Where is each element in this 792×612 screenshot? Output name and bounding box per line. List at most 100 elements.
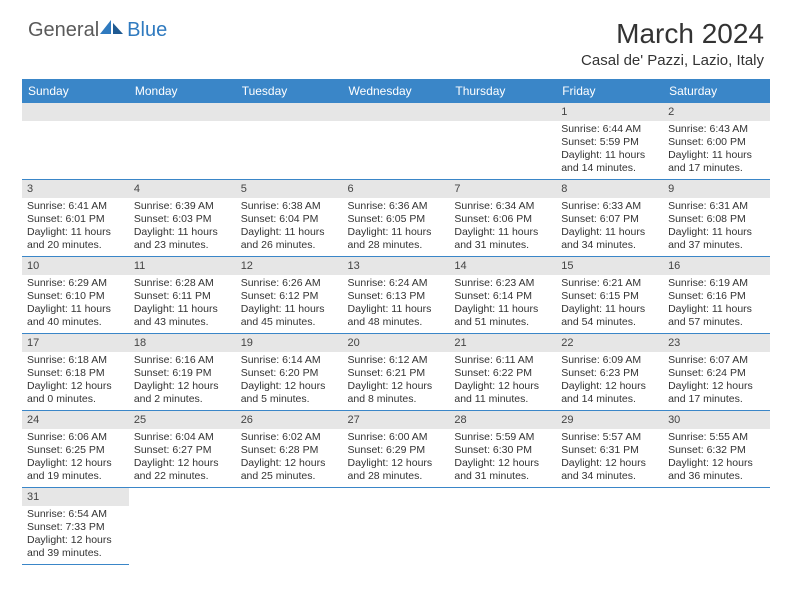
day-details: Sunrise: 6:33 AMSunset: 6:07 PMDaylight:… (556, 198, 663, 256)
empty-day-number (22, 103, 129, 121)
day-details: Sunrise: 6:04 AMSunset: 6:27 PMDaylight:… (129, 429, 236, 487)
day-details: Sunrise: 6:06 AMSunset: 6:25 PMDaylight:… (22, 429, 129, 487)
calendar-empty-cell (449, 103, 556, 180)
day-details: Sunrise: 5:59 AMSunset: 6:30 PMDaylight:… (449, 429, 556, 487)
sunrise-line: Sunrise: 6:36 AM (348, 200, 445, 213)
day-header: Friday (556, 79, 663, 103)
calendar-body: 1Sunrise: 6:44 AMSunset: 5:59 PMDaylight… (22, 103, 770, 565)
day-number: 29 (556, 411, 663, 429)
calendar-day-cell: 17Sunrise: 6:18 AMSunset: 6:18 PMDayligh… (22, 334, 129, 411)
sunset-line: Sunset: 6:22 PM (454, 367, 551, 380)
calendar-empty-cell (129, 488, 236, 565)
day-details: Sunrise: 6:44 AMSunset: 5:59 PMDaylight:… (556, 121, 663, 179)
calendar-day-cell: 28Sunrise: 5:59 AMSunset: 6:30 PMDayligh… (449, 411, 556, 488)
day-details: Sunrise: 6:29 AMSunset: 6:10 PMDaylight:… (22, 275, 129, 333)
daylight-line: Daylight: 11 hours and 40 minutes. (27, 303, 124, 329)
calendar-day-cell: 14Sunrise: 6:23 AMSunset: 6:14 PMDayligh… (449, 257, 556, 334)
day-number: 7 (449, 180, 556, 198)
calendar-day-cell: 16Sunrise: 6:19 AMSunset: 6:16 PMDayligh… (663, 257, 770, 334)
sunset-line: Sunset: 6:19 PM (134, 367, 231, 380)
calendar-day-cell: 26Sunrise: 6:02 AMSunset: 6:28 PMDayligh… (236, 411, 343, 488)
sunrise-line: Sunrise: 6:16 AM (134, 354, 231, 367)
sunrise-line: Sunrise: 6:54 AM (27, 508, 124, 521)
daylight-line: Daylight: 12 hours and 17 minutes. (668, 380, 765, 406)
daylight-line: Daylight: 12 hours and 22 minutes. (134, 457, 231, 483)
sunrise-line: Sunrise: 6:07 AM (668, 354, 765, 367)
sunrise-line: Sunrise: 6:26 AM (241, 277, 338, 290)
day-number: 31 (22, 488, 129, 506)
daylight-line: Daylight: 12 hours and 8 minutes. (348, 380, 445, 406)
daylight-line: Daylight: 11 hours and 31 minutes. (454, 226, 551, 252)
day-number: 15 (556, 257, 663, 275)
calendar-empty-cell (129, 103, 236, 180)
day-number: 1 (556, 103, 663, 121)
sunset-line: Sunset: 6:00 PM (668, 136, 765, 149)
daylight-line: Daylight: 11 hours and 51 minutes. (454, 303, 551, 329)
daylight-line: Daylight: 12 hours and 39 minutes. (27, 534, 124, 560)
calendar-day-cell: 7Sunrise: 6:34 AMSunset: 6:06 PMDaylight… (449, 180, 556, 257)
sunrise-line: Sunrise: 5:55 AM (668, 431, 765, 444)
calendar-day-cell: 29Sunrise: 5:57 AMSunset: 6:31 PMDayligh… (556, 411, 663, 488)
calendar-week-row: 3Sunrise: 6:41 AMSunset: 6:01 PMDaylight… (22, 180, 770, 257)
daylight-line: Daylight: 12 hours and 2 minutes. (134, 380, 231, 406)
calendar-empty-cell (343, 488, 450, 565)
daylight-line: Daylight: 11 hours and 28 minutes. (348, 226, 445, 252)
sunrise-line: Sunrise: 6:04 AM (134, 431, 231, 444)
day-number: 17 (22, 334, 129, 352)
calendar-empty-cell (663, 488, 770, 565)
calendar-day-cell: 24Sunrise: 6:06 AMSunset: 6:25 PMDayligh… (22, 411, 129, 488)
day-header: Wednesday (343, 79, 450, 103)
sunrise-line: Sunrise: 6:28 AM (134, 277, 231, 290)
sunrise-line: Sunrise: 6:11 AM (454, 354, 551, 367)
calendar-day-cell: 30Sunrise: 5:55 AMSunset: 6:32 PMDayligh… (663, 411, 770, 488)
daylight-line: Daylight: 11 hours and 57 minutes. (668, 303, 765, 329)
empty-day-number (449, 103, 556, 121)
sunset-line: Sunset: 6:12 PM (241, 290, 338, 303)
day-details: Sunrise: 6:16 AMSunset: 6:19 PMDaylight:… (129, 352, 236, 410)
sunset-line: Sunset: 6:23 PM (561, 367, 658, 380)
day-number: 14 (449, 257, 556, 275)
sunset-line: Sunset: 6:06 PM (454, 213, 551, 226)
calendar-week-row: 10Sunrise: 6:29 AMSunset: 6:10 PMDayligh… (22, 257, 770, 334)
sunrise-line: Sunrise: 6:14 AM (241, 354, 338, 367)
sunset-line: Sunset: 6:08 PM (668, 213, 765, 226)
calendar-day-cell: 25Sunrise: 6:04 AMSunset: 6:27 PMDayligh… (129, 411, 236, 488)
day-number: 6 (343, 180, 450, 198)
calendar-day-cell: 10Sunrise: 6:29 AMSunset: 6:10 PMDayligh… (22, 257, 129, 334)
sunset-line: Sunset: 6:13 PM (348, 290, 445, 303)
day-number: 2 (663, 103, 770, 121)
calendar-week-row: 31 Sunrise: 6:54 AMSunset: 7:33 PMDayligh… (22, 488, 770, 565)
day-number: 12 (236, 257, 343, 275)
calendar-week-row: 24Sunrise: 6:06 AMSunset: 6:25 PMDayligh… (22, 411, 770, 488)
day-number: 9 (663, 180, 770, 198)
day-details: Sunrise: 6:26 AMSunset: 6:12 PMDaylight:… (236, 275, 343, 333)
empty-day-number (129, 103, 236, 121)
calendar-day-cell: 19Sunrise: 6:14 AMSunset: 6:20 PMDayligh… (236, 334, 343, 411)
header: General Blue March 2024 Casal de' Pazzi,… (0, 0, 792, 75)
sunset-line: Sunset: 7:33 PM (27, 521, 124, 534)
sunset-line: Sunset: 6:05 PM (348, 213, 445, 226)
day-details: Sunrise: 6:23 AMSunset: 6:14 PMDaylight:… (449, 275, 556, 333)
day-header: Monday (129, 79, 236, 103)
daylight-line: Daylight: 11 hours and 48 minutes. (348, 303, 445, 329)
daylight-line: Daylight: 12 hours and 36 minutes. (668, 457, 765, 483)
logo: General Blue (28, 18, 167, 42)
day-details: Sunrise: 6:34 AMSunset: 6:06 PMDaylight:… (449, 198, 556, 256)
calendar-day-cell: 9Sunrise: 6:31 AMSunset: 6:08 PMDaylight… (663, 180, 770, 257)
calendar-day-cell: 3Sunrise: 6:41 AMSunset: 6:01 PMDaylight… (22, 180, 129, 257)
sunrise-line: Sunrise: 6:12 AM (348, 354, 445, 367)
sunset-line: Sunset: 6:30 PM (454, 444, 551, 457)
sunset-line: Sunset: 6:03 PM (134, 213, 231, 226)
sunrise-line: Sunrise: 6:29 AM (27, 277, 124, 290)
calendar-week-row: 1Sunrise: 6:44 AMSunset: 5:59 PMDaylight… (22, 103, 770, 180)
day-details: Sunrise: 6:38 AMSunset: 6:04 PMDaylight:… (236, 198, 343, 256)
sunrise-line: Sunrise: 6:44 AM (561, 123, 658, 136)
day-details: Sunrise: 6:43 AMSunset: 6:00 PMDaylight:… (663, 121, 770, 179)
day-header: Saturday (663, 79, 770, 103)
day-details: Sunrise: 6:02 AMSunset: 6:28 PMDaylight:… (236, 429, 343, 487)
sunrise-line: Sunrise: 6:18 AM (27, 354, 124, 367)
location-subtitle: Casal de' Pazzi, Lazio, Italy (581, 52, 764, 69)
title-block: March 2024 Casal de' Pazzi, Lazio, Italy (581, 18, 764, 69)
day-details: Sunrise: 6:39 AMSunset: 6:03 PMDaylight:… (129, 198, 236, 256)
calendar-day-cell: 1Sunrise: 6:44 AMSunset: 5:59 PMDaylight… (556, 103, 663, 180)
